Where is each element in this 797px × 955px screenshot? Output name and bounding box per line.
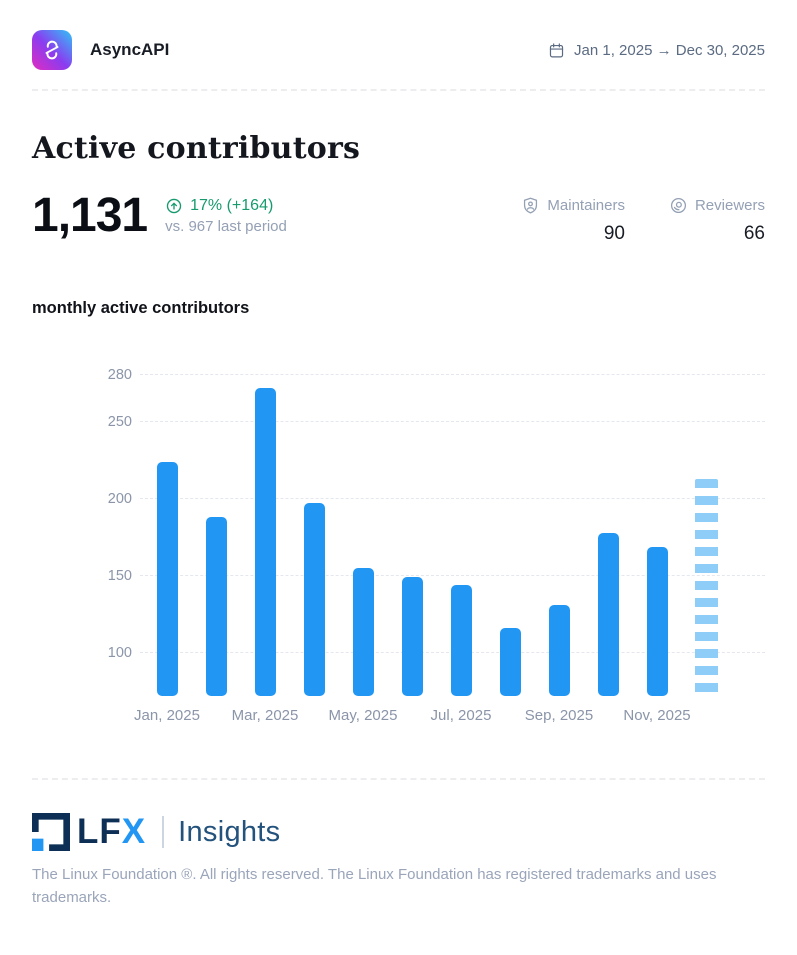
divider [32,89,765,91]
lfx-insights-logo[interactable]: LFX Insights [32,812,765,852]
x-axis-label-mar-2025: Mar, 2025 [231,707,299,724]
maintainers-stat: Maintainers 90 [521,196,625,245]
asyncapi-logo-icon [32,30,72,70]
comparison-label: vs. 967 last period [165,218,287,235]
page-title: Active contributors [32,131,361,166]
trend-block: 17% (+164) vs. 967 last period [165,190,287,235]
lfx-wordmark: LFX [77,812,147,851]
x-axis-label-nov-2025: Nov, 2025 [623,707,691,724]
bar-jul-2025[interactable] [450,585,472,696]
project-header: AsyncAPI [32,30,169,70]
calendar-icon [549,42,564,57]
x-axis-label-may-2025: May, 2025 [328,707,398,724]
bar-jan-2025[interactable] [156,461,178,696]
trend-label: 17% (+164) [190,197,274,214]
shield-user-icon [524,197,538,214]
gridline-150 [140,574,765,576]
date-range-label: Jan 1, 2025 → Dec 30, 2025 [574,41,765,59]
x-axis-label-jan-2025: Jan, 2025 [134,707,200,724]
bar-dec-2025[interactable] [694,478,718,696]
bar-jun-2025[interactable] [401,577,423,696]
reviewers-value: 66 [743,223,765,244]
y-axis-label-250: 250 [107,413,132,430]
copyright-text: The Linux Foundation ®. All rights reser… [32,866,717,906]
chart-title: monthly active contributors [32,299,250,317]
project-name: AsyncAPI [90,40,170,59]
bar-sep-2025[interactable] [548,605,570,696]
reviewers-stat: Reviewers 66 [669,196,765,245]
monthly-contributors-chart: 100 150 200 250 280 Jan, 2025 Mar, 2025 May, 20… [100,360,765,726]
chart-plot-area [140,360,765,696]
bar-oct-2025[interactable] [597,532,619,696]
gridline-200 [140,497,765,499]
y-axis-label-150: 150 [107,567,132,584]
bar-may-2025[interactable] [352,568,374,696]
reviewers-label: Reviewers [694,197,765,214]
y-axis-label-280: 280 [107,367,132,384]
bar-mar-2025[interactable] [254,387,276,696]
lfx-mark-icon [32,813,70,851]
divider [32,778,765,780]
total-active-contributors: 1,131 [32,189,148,242]
footer: LFX Insights The Linux Foundation ®. All… [32,812,765,909]
summary-stats: 1,131 17% (+164) vs. 967 last period [32,189,765,245]
gridline-280 [140,374,765,376]
y-axis-label-200: 200 [107,490,132,507]
bar-aug-2025[interactable] [499,628,521,696]
logo-separator [162,816,165,848]
x-axis-label-jul-2025: Jul, 2025 [430,707,492,724]
bar-nov-2025[interactable] [646,546,668,696]
maintainers-label: Maintainers [547,197,625,214]
maintainers-value: 90 [603,223,625,244]
circle-arrow-up-icon [166,198,182,214]
bar-apr-2025[interactable] [303,503,325,696]
side-stats: Maintainers 90 Reviewers 66 [521,190,765,245]
y-axis-label-100: 100 [107,644,132,661]
gridline-250 [140,420,765,422]
bar-feb-2025[interactable] [205,517,227,696]
header: AsyncAPI Jan 1, 2025 → Dec 30, 2025 [32,30,765,70]
date-range[interactable]: Jan 1, 2025 → Dec 30, 2025 [548,42,765,59]
trend: 17% (+164) [165,197,287,215]
eye-icon [670,197,686,214]
x-axis-label-sep-2025: Sep, 2025 [524,707,594,724]
insights-wordmark: Insights [178,815,281,848]
